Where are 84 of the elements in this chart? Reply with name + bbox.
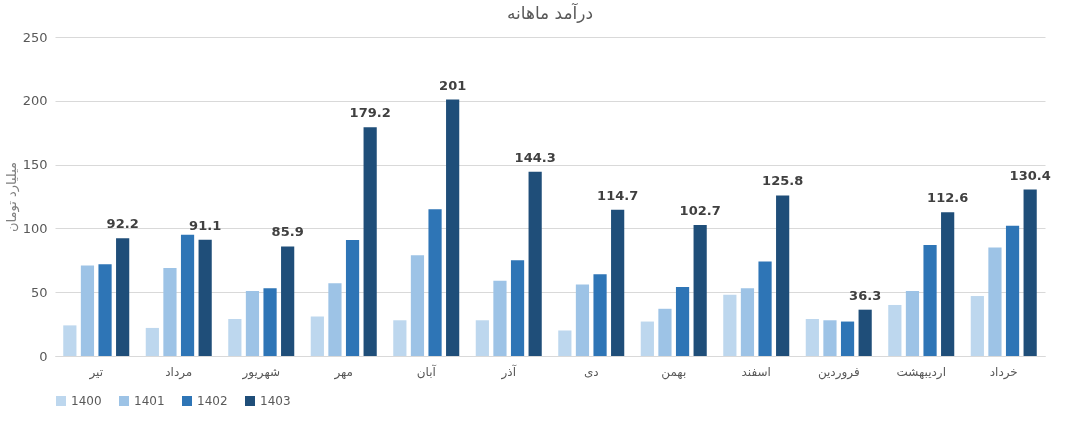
data-label: 114.7 [597,187,639,203]
bar [198,239,212,356]
x-tick-label: خرداد [989,364,1018,380]
legend-label: 1403 [260,394,291,408]
bar [575,284,590,356]
bar [970,296,984,356]
x-tick-label: تیر [88,364,104,380]
bar [281,246,295,356]
bar [245,290,260,356]
data-label: 36.3 [849,287,882,303]
bar [393,320,407,356]
bar [1023,189,1037,356]
bar [758,261,772,356]
bar [446,99,460,356]
bar [611,209,625,356]
x-tick-label: شهریور [241,364,281,380]
bar [805,319,819,356]
data-label: 112.6 [927,190,969,206]
bar [116,238,130,356]
bar [475,320,489,356]
bar [888,304,902,356]
bar [328,283,342,356]
bar [988,247,1002,356]
y-axis-title: میلیارد تومان [3,161,20,233]
bar [776,195,790,356]
bar [493,280,507,356]
bar [98,264,112,356]
data-label: 85.9 [271,224,304,240]
data-label: 201 [439,77,467,93]
bar [593,274,607,356]
y-tick-label: 250 [22,29,48,45]
legend-label: 1400 [71,394,102,408]
bar [693,224,707,356]
bar [658,308,672,356]
x-tick-label: مرداد [165,364,193,380]
x-tick-label: آذر [500,363,517,380]
bar [80,265,95,356]
bar [923,244,937,356]
bar [905,290,920,356]
x-tick-label: اسفند [741,364,771,379]
bar [345,239,360,356]
y-tick-label: 200 [22,93,48,109]
bar [145,327,159,356]
bar [675,287,690,356]
x-tick-label: دی [583,364,599,379]
bar [640,321,654,356]
bar [823,320,837,356]
data-label: 92.2 [106,216,139,232]
x-tick-label: فروردین [817,364,860,380]
y-tick-label: 100 [22,220,48,236]
bar [263,288,277,356]
bar [410,255,425,356]
bar [723,294,737,356]
data-label: 144.3 [514,149,556,165]
data-label: 102.7 [679,202,721,218]
data-label: 91.1 [189,217,222,233]
y-tick-label: 0 [39,348,48,364]
bar [180,234,195,356]
bar [858,309,872,356]
bar [163,267,177,356]
x-tick-label: مهر [333,364,354,380]
legend-label: 1401 [134,394,165,408]
x-tick-label: آبان [416,363,437,379]
bar [63,325,77,356]
bar [310,316,324,356]
chart-title: درآمد ماهانه [506,2,594,23]
legend-label: 1402 [197,394,228,408]
bar [228,319,242,356]
bar [941,212,955,356]
data-label: 130.4 [1009,167,1051,183]
x-tick-label: اردیبهشت [896,364,946,380]
bar [510,260,525,356]
bar [428,209,442,356]
data-label: 125.8 [762,173,804,189]
bar [840,321,855,356]
bar [740,288,755,356]
y-tick-label: 50 [30,284,48,300]
data-label: 179.2 [349,105,391,121]
bar [528,171,542,356]
y-tick-label: 150 [22,157,48,173]
x-tick-label: بهمن [661,364,687,380]
bar [363,127,377,356]
bar [558,330,572,356]
bar [1005,225,1020,356]
